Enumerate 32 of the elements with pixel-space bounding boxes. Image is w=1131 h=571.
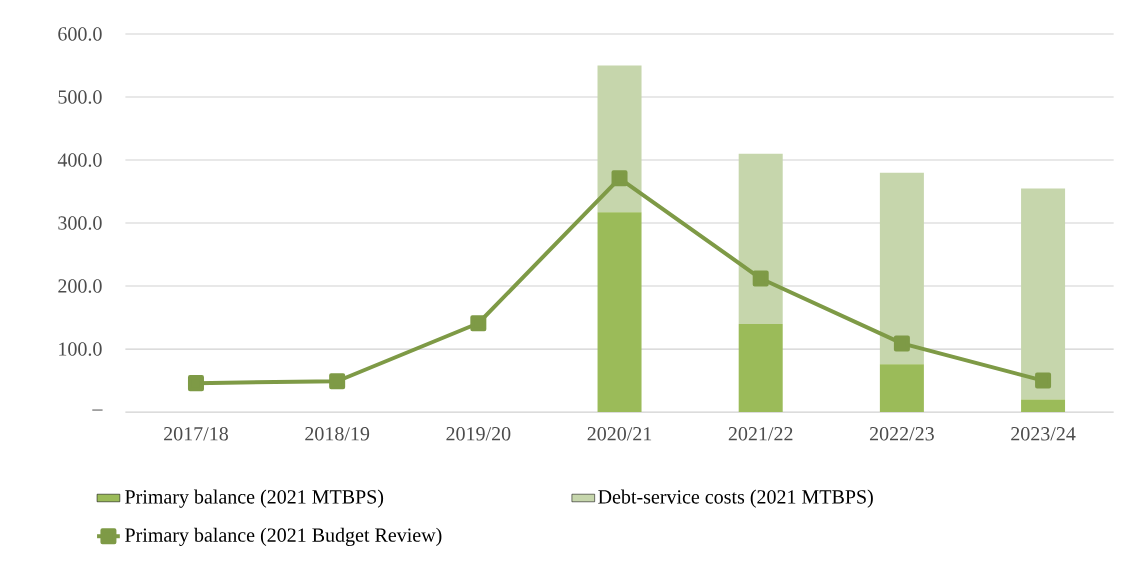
x-tick-label: 2020/21 bbox=[587, 427, 652, 441]
bar bbox=[597, 65, 642, 213]
point bbox=[470, 315, 487, 332]
y-tick-label: 400.0 bbox=[57, 153, 102, 167]
x-tick-label: 2023/24 bbox=[1011, 427, 1076, 441]
legend-label: Primary balance (2021 Budget Review) bbox=[125, 527, 442, 547]
y-tick-label: 600.0 bbox=[58, 27, 102, 41]
x-tick-label: 2019/20 bbox=[446, 427, 511, 441]
bar bbox=[879, 172, 924, 365]
bar bbox=[738, 153, 783, 324]
bar bbox=[1021, 188, 1066, 400]
legend-label: Debt-service costs (2021 MTBPS) bbox=[598, 489, 873, 508]
point bbox=[752, 270, 769, 287]
point bbox=[1035, 372, 1052, 389]
bar bbox=[738, 323, 783, 413]
legend-label: Primary balance (2021 MTBPS) bbox=[125, 489, 384, 508]
point bbox=[329, 373, 346, 390]
x-tick-label: 2018/19 bbox=[305, 427, 370, 441]
bar bbox=[879, 364, 924, 413]
point bbox=[611, 170, 628, 187]
y-tick-label: 300.0 bbox=[58, 216, 102, 230]
y-tick-label: 100.0 bbox=[59, 342, 102, 356]
y-tick-label: 500.0 bbox=[58, 90, 102, 104]
x-tick-label: 2017/18 bbox=[164, 427, 228, 441]
x-tick-label: 2021/22 bbox=[728, 427, 793, 441]
y-tick-label: – bbox=[92, 409, 103, 411]
y-tick-label: 200.0 bbox=[58, 279, 102, 293]
point bbox=[893, 335, 910, 352]
bar bbox=[1021, 399, 1066, 413]
x-tick-label: 2022/23 bbox=[869, 427, 934, 441]
bar bbox=[597, 212, 642, 413]
point bbox=[187, 375, 204, 392]
